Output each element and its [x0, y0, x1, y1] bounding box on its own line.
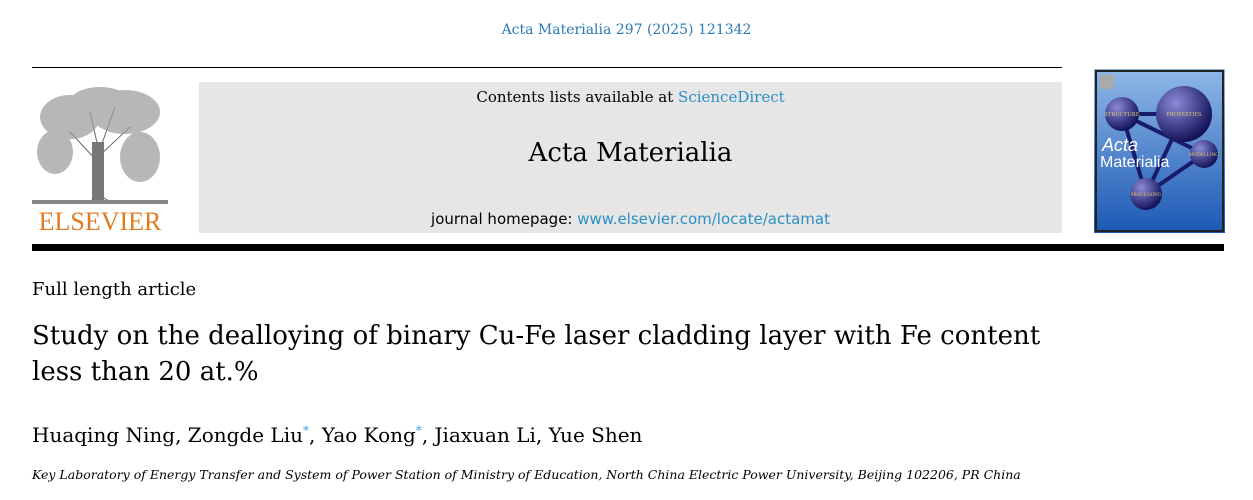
journal-title: Acta Materialia — [528, 138, 733, 168]
divider — [32, 67, 1062, 68]
article-title: Study on the dealloying of binary Cu-Fe … — [32, 321, 1041, 387]
sciencedirect-link[interactable]: ScienceDirect — [678, 88, 785, 106]
author[interactable]: Jiaxuan Li — [434, 423, 536, 447]
author[interactable]: Huaqing Ning — [32, 423, 176, 447]
svg-text:PROCESSING: PROCESSING — [1131, 193, 1162, 198]
corresponding-author-mark[interactable]: * — [415, 423, 422, 438]
elsevier-tree-icon: ELSEVIER — [32, 87, 168, 236]
svg-text:Materialia: Materialia — [1100, 154, 1169, 171]
journal-citation[interactable]: Acta Materialia 297 (2025) 121342 — [501, 22, 752, 38]
author[interactable]: Zongde Liu — [187, 423, 303, 447]
svg-text:Acta: Acta — [1101, 135, 1138, 155]
author[interactable]: Yue Shen — [548, 423, 643, 447]
elsevier-logo[interactable]: ELSEVIER — [30, 82, 170, 236]
affiliation: Key Laboratory of Energy Transfer and Sy… — [32, 467, 1021, 482]
contents-line: Contents lists available at ScienceDirec… — [199, 88, 1062, 106]
cover-image: STRUCTURE PROPERTIES MODELLINGPROCESSING … — [1094, 69, 1225, 233]
elsevier-wordmark: ELSEVIER — [39, 207, 162, 234]
svg-text:STRUCTURE: STRUCTURE — [1104, 112, 1139, 118]
journal-cover[interactable]: STRUCTURE PROPERTIES MODELLING PROCESSING … — [1094, 69, 1225, 233]
journal-banner: Contents lists available at ScienceDirec… — [199, 82, 1062, 233]
header-divider — [32, 244, 1224, 251]
homepage-line: journal homepage: www.elsevier.com/locat… — [199, 210, 1062, 228]
article-type: Full length article — [32, 279, 197, 300]
contents-prefix: Contents lists available at — [476, 88, 679, 106]
homepage-prefix: journal homepage: — [431, 210, 578, 228]
author[interactable]: Yao Kong — [321, 423, 416, 447]
svg-text:PROPERTIES: PROPERTIES — [1167, 112, 1202, 118]
homepage-link[interactable]: www.elsevier.com/locate/actamat — [577, 210, 830, 228]
author-list: Huaqing Ning, Zongde Liu*, Yao Kong*, Ji… — [32, 423, 643, 447]
corresponding-author-mark[interactable]: * — [302, 423, 309, 438]
svg-text:MODELLING: MODELLING — [1189, 153, 1219, 158]
